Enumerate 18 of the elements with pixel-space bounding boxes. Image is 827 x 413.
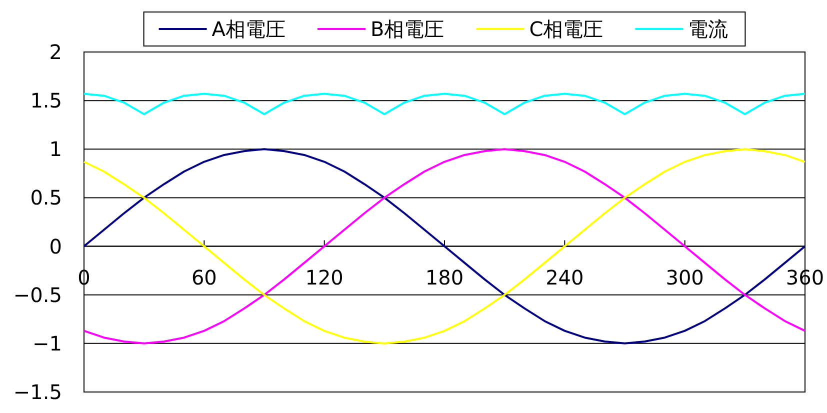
- y-tick-label: −1.5: [13, 380, 62, 404]
- y-tick-label: 1.5: [30, 88, 62, 113]
- y-tick-label: −1: [32, 331, 62, 356]
- legend-label: 電流: [688, 17, 728, 41]
- line-series: [83, 92, 806, 116]
- legend-label: C相電圧: [529, 17, 604, 41]
- x-tick-label: 300: [666, 265, 704, 290]
- x-tick-label: 180: [425, 265, 464, 290]
- y-tick-label: 0: [49, 234, 62, 258]
- x-tick-label: 120: [305, 265, 344, 290]
- y-tick-label: −0.5: [13, 282, 62, 307]
- x-tick-label: 60: [191, 265, 217, 290]
- y-tick-label: 2: [49, 40, 62, 64]
- y-tick-label: 1: [49, 137, 62, 162]
- y-tick-label: 0.5: [30, 186, 62, 210]
- legend-label: B相電圧: [370, 17, 444, 41]
- x-tick-label: 240: [546, 265, 584, 290]
- legend-label: A相電圧: [212, 17, 286, 41]
